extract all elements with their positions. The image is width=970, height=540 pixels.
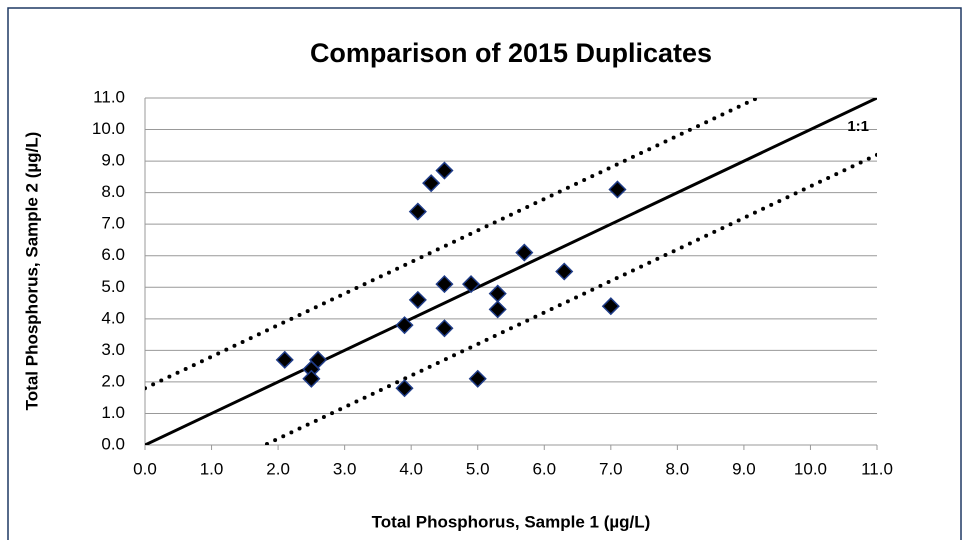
x-tick-label: 2.0 — [266, 459, 290, 478]
y-tick-label: 8.0 — [101, 182, 125, 201]
data-point — [395, 379, 414, 398]
y-tick-label: 0.0 — [101, 434, 125, 453]
data-point — [422, 174, 441, 193]
x-tick-label: 11.0 — [861, 459, 893, 478]
data-point — [608, 180, 627, 199]
data-point — [601, 297, 620, 316]
chart-title: Comparison of 2015 Duplicates — [310, 38, 712, 68]
y-tick-label: 2.0 — [101, 371, 125, 390]
y-tick-label: 6.0 — [101, 245, 125, 264]
reference-line — [145, 98, 877, 445]
x-axis-label: Total Phosphorus, Sample 1 (µg/L) — [372, 512, 651, 531]
x-tick-label: 6.0 — [532, 459, 556, 478]
data-point — [408, 202, 427, 221]
x-tick-label: 3.0 — [333, 459, 357, 478]
data-point — [395, 316, 414, 335]
y-axis-label: Total Phosphorus, Sample 2 (µg/L) — [22, 132, 41, 411]
x-tick-label: 1.0 — [200, 459, 224, 478]
data-point — [468, 369, 487, 388]
y-tick-label: 1.0 — [101, 403, 125, 422]
data-point — [408, 290, 427, 309]
data-point — [462, 275, 481, 294]
y-tick-label: 10.0 — [92, 119, 125, 138]
reference-line — [145, 98, 762, 391]
x-tick-label: 0.0 — [133, 459, 157, 478]
reference-line-label: 1:1 — [847, 118, 869, 135]
data-point — [488, 284, 507, 303]
data-point — [275, 350, 294, 369]
x-tick-label: 4.0 — [399, 459, 423, 478]
x-tick-label: 5.0 — [466, 459, 490, 478]
reference-line — [260, 152, 877, 445]
y-tick-label: 9.0 — [101, 151, 125, 170]
data-point — [435, 161, 454, 180]
data-point — [555, 262, 574, 281]
data-point — [515, 243, 534, 262]
data-point — [488, 300, 507, 319]
x-tick-label: 9.0 — [732, 459, 756, 478]
chart-border — [7, 7, 962, 540]
data-point — [308, 350, 328, 369]
data-point — [435, 319, 454, 338]
x-tick-label: 10.0 — [794, 459, 827, 478]
y-tick-label: 4.0 — [101, 308, 125, 327]
data-point — [302, 369, 321, 388]
reference-lines — [145, 98, 877, 445]
y-tick-label: 3.0 — [101, 340, 125, 359]
y-tick-label: 5.0 — [101, 277, 125, 296]
x-tick-label: 8.0 — [666, 459, 690, 478]
x-tick-label: 7.0 — [599, 459, 623, 478]
y-tick-label: 7.0 — [101, 214, 125, 233]
y-tick-label: 11.0 — [93, 87, 125, 106]
data-point — [435, 275, 454, 294]
